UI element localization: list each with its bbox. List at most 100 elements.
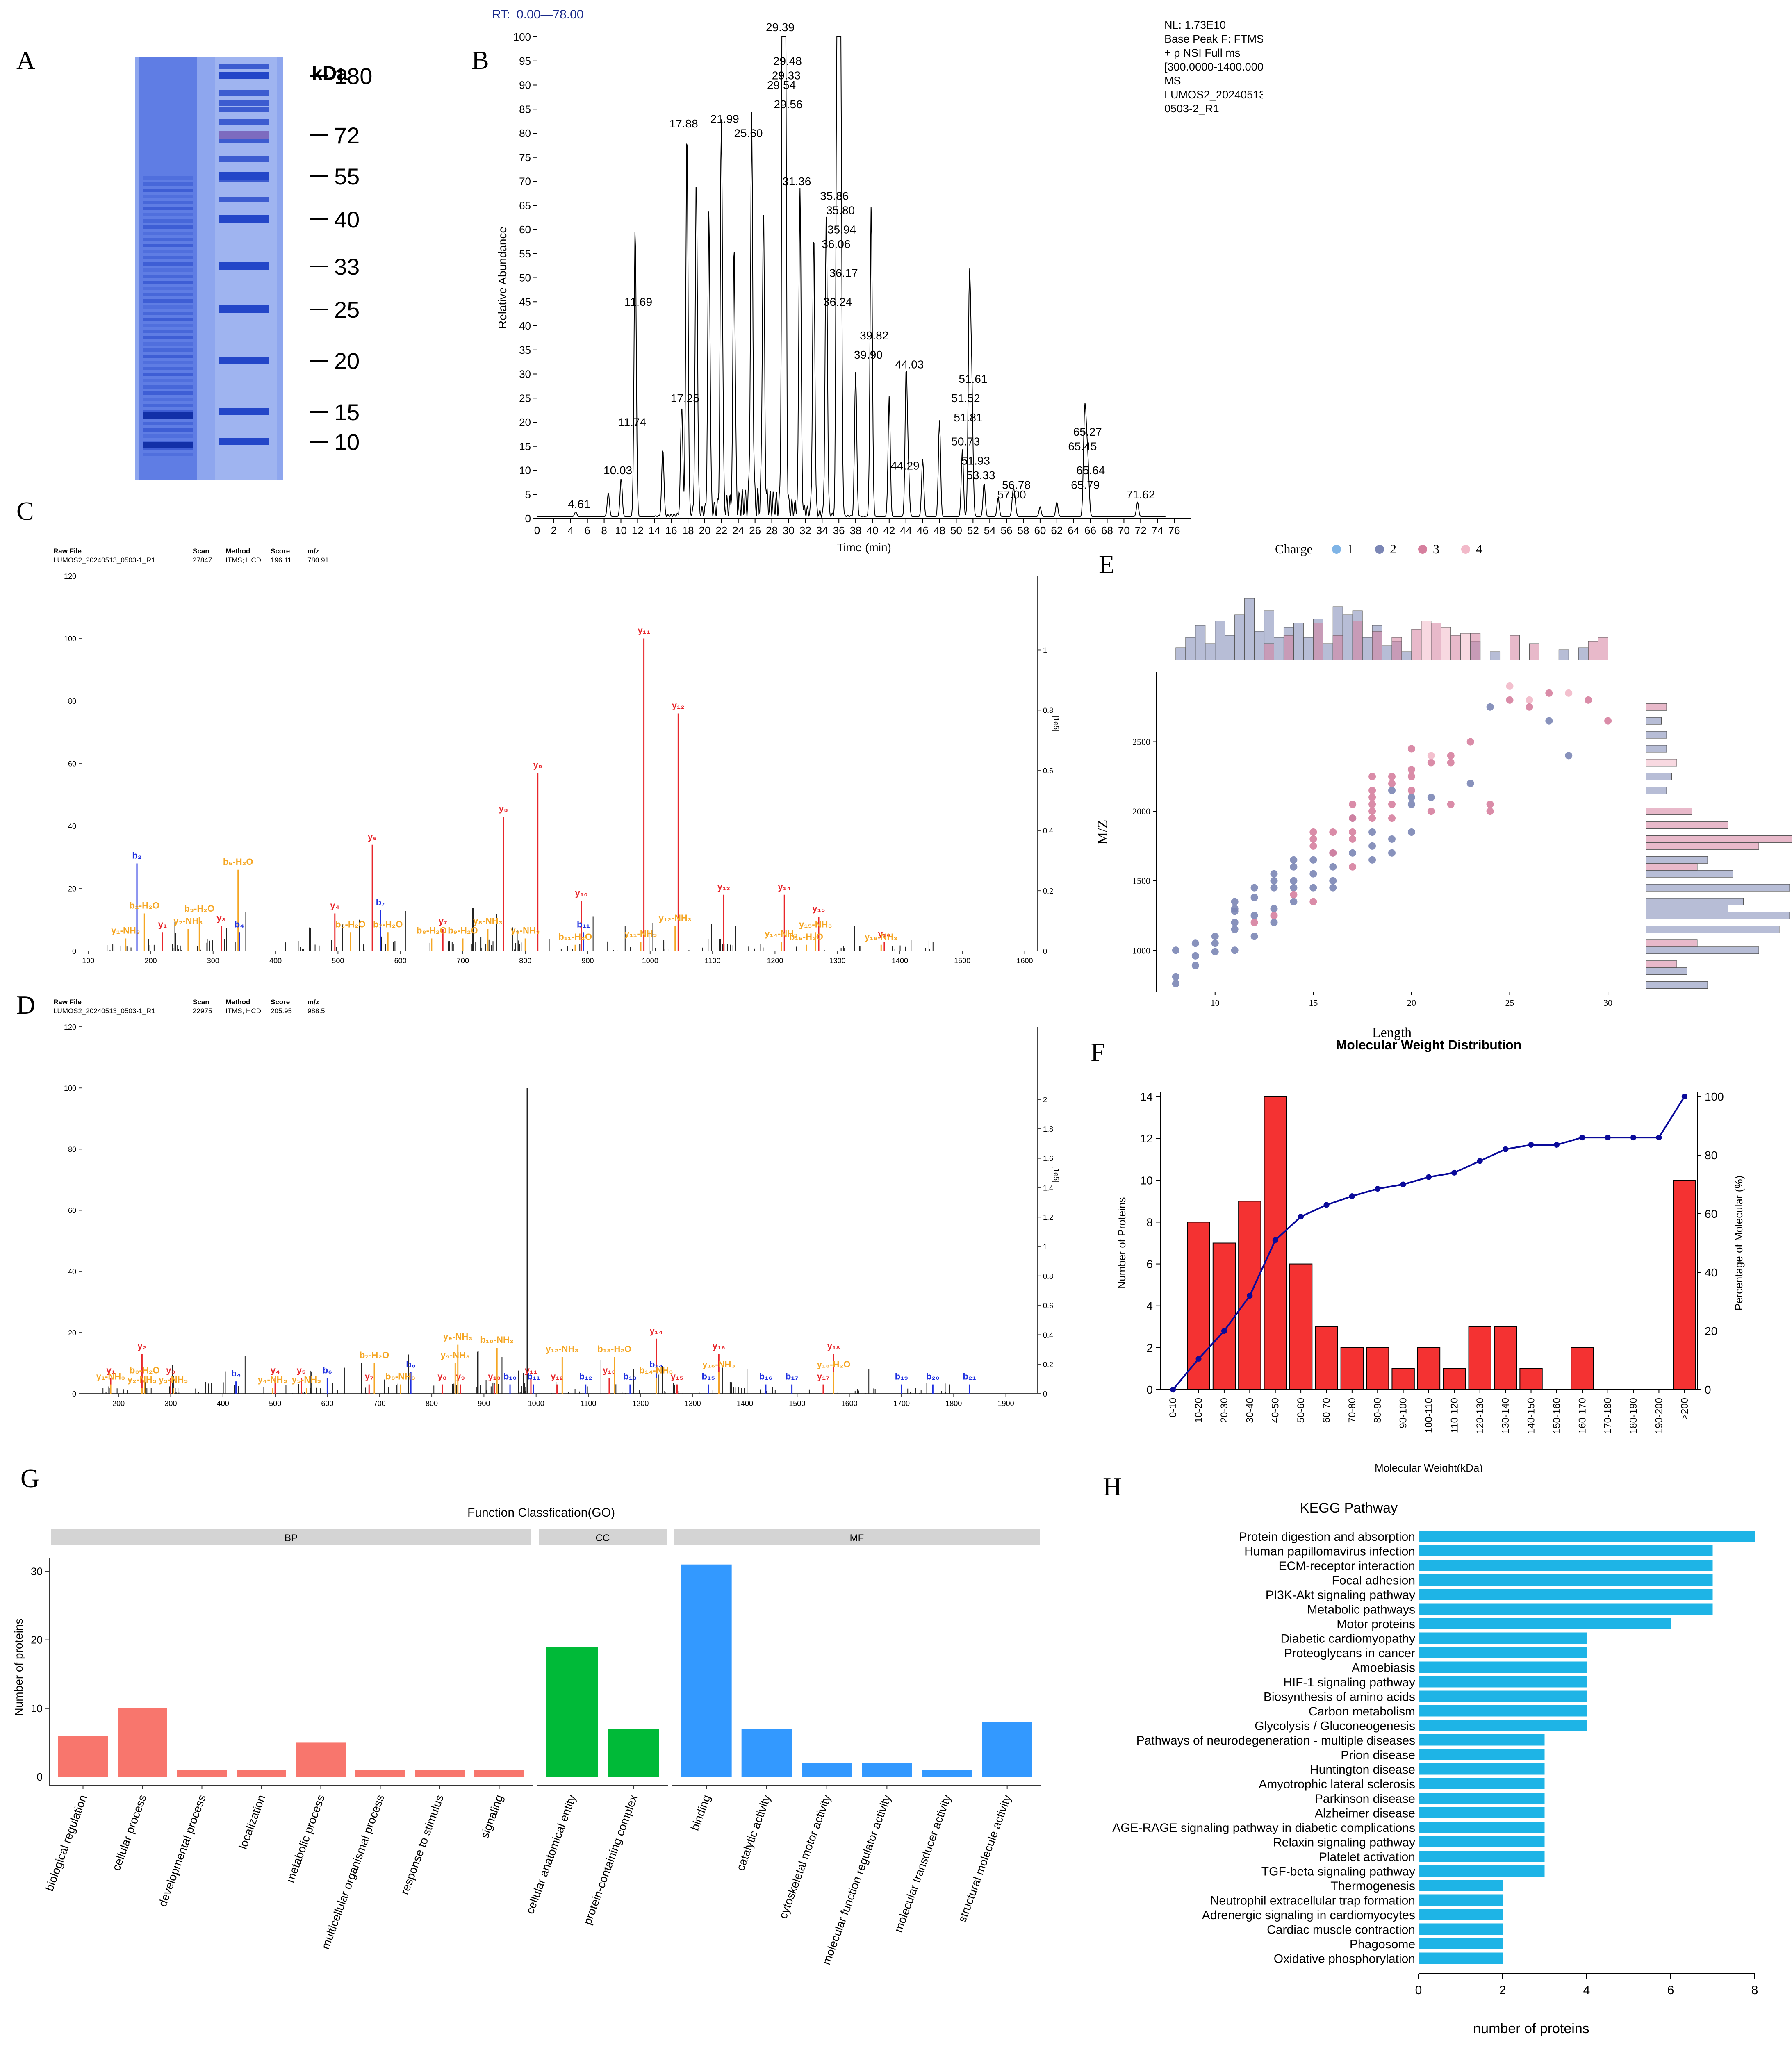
- right-hist-bar: [1646, 912, 1790, 919]
- bar: [1419, 1676, 1587, 1688]
- x-tick-label: 1000: [528, 1399, 544, 1408]
- category-label: Platelet activation: [1319, 1850, 1415, 1864]
- bar: [1419, 1938, 1503, 1949]
- bar: [1494, 1326, 1517, 1390]
- top-hist-bar: [1529, 643, 1539, 660]
- top-hist-bar: [1264, 643, 1274, 660]
- sample-band: [143, 434, 193, 438]
- peak-label: 29.39: [766, 21, 795, 34]
- top-hist-bar: [1450, 635, 1461, 660]
- right-hist-bar: [1646, 863, 1698, 871]
- x-tick-label: 6: [584, 524, 590, 537]
- peak-label: 51.93: [961, 455, 990, 467]
- y-tick-label: 0: [72, 947, 76, 955]
- bar: [1289, 1263, 1313, 1390]
- x-tick-label: 52: [967, 524, 979, 537]
- scatter-point: [1191, 952, 1199, 960]
- category-label: Thermogenesis: [1330, 1879, 1415, 1893]
- cumulative-point: [1323, 1202, 1330, 1208]
- x-tick-label: 700: [457, 957, 469, 965]
- x-tick-label: 40-50: [1270, 1398, 1281, 1423]
- scatter-point: [1270, 877, 1278, 885]
- header-value: LUMOS2_20240513_0503-1_R1: [53, 556, 155, 564]
- peak-label: 35.94: [827, 223, 856, 236]
- ion-label: y₉-NH₃: [443, 1332, 472, 1342]
- bar: [1419, 1690, 1587, 1702]
- y2-tick-label: 1: [1043, 1243, 1047, 1251]
- sample-band-15: [143, 412, 193, 419]
- scatter-point: [1388, 780, 1396, 787]
- header-value: 205.95: [271, 1007, 292, 1015]
- bar: [681, 1564, 732, 1777]
- x-tick-label: biological regulation: [43, 1793, 89, 1893]
- bar: [1419, 1560, 1713, 1571]
- cumulative-point: [1477, 1158, 1483, 1164]
- ion-label: b₂: [132, 851, 141, 861]
- x-tick-label: 1200: [767, 957, 783, 965]
- length-mz-scatter: Charge 1 2 3 4 1000 1500 2000 2500 10 15 20 25 30 Leng…: [1095, 541, 1792, 1040]
- scatter-point: [1250, 894, 1258, 901]
- x-tick-label: 50-60: [1296, 1398, 1307, 1423]
- x-tick-label: 4: [1583, 1984, 1590, 1997]
- x-tick-label: 54: [984, 524, 996, 537]
- y2-tick-label: 0.4: [1043, 827, 1053, 835]
- marker-band: [219, 262, 269, 270]
- right-hist-bar: [1646, 787, 1667, 794]
- x-tick-label: localization: [237, 1793, 268, 1851]
- x-tick-label: catalytic activity: [734, 1793, 773, 1872]
- y-tick-label: 25: [519, 392, 531, 404]
- right-hist-bar: [1646, 717, 1662, 725]
- category-label: Carbon metabolism: [1309, 1705, 1415, 1718]
- x-tick-label: 50: [950, 524, 962, 537]
- x-tick-label: 60-70: [1321, 1398, 1332, 1423]
- y2-tick-label: 1.6: [1043, 1155, 1053, 1163]
- peak-label: 39.82: [860, 329, 888, 342]
- facet-label: CC: [596, 1533, 610, 1544]
- peak-label: 31.36: [782, 175, 811, 188]
- ion-label: b₁₀-NH₃: [480, 1335, 514, 1345]
- marker-band: [219, 215, 269, 223]
- ion-label: b₄: [231, 1368, 241, 1378]
- ion-label: b₁₀: [503, 1372, 517, 1382]
- ion-label: b₃-H₂O: [130, 1365, 160, 1376]
- ion-label: b₈-NH₃: [385, 1372, 415, 1382]
- header-value: 27847: [193, 556, 212, 564]
- y2-tick-label: 0.6: [1043, 1302, 1053, 1310]
- x-tick-label: 800: [426, 1399, 438, 1408]
- scatter-point: [1309, 884, 1317, 892]
- ion-label: y₁₀: [488, 1372, 501, 1382]
- y-tick-label: 10: [31, 1702, 43, 1715]
- bar: [118, 1708, 167, 1777]
- right-hist-bar: [1646, 856, 1708, 864]
- scatter-point: [1407, 773, 1415, 780]
- scatter-point: [1231, 919, 1239, 926]
- gel-image: 180 72 55 40 33 25 20 15 10 kDa: [135, 57, 372, 480]
- category-label: PI3K-Akt signaling pathway: [1266, 1588, 1415, 1602]
- scatter-point: [1388, 849, 1396, 857]
- panel-label-f: F: [1091, 1037, 1105, 1067]
- bar: [1212, 1242, 1236, 1390]
- scatter-point: [1329, 884, 1337, 892]
- scatter-point: [1172, 946, 1179, 954]
- x-tick-label: 500: [269, 1399, 281, 1408]
- facet-label: BP: [285, 1533, 298, 1544]
- ion-label: y₉: [533, 760, 542, 770]
- scatter-point: [1290, 856, 1298, 864]
- peak-label: 57.00: [997, 488, 1026, 501]
- y-tick-label: 95: [519, 55, 531, 67]
- cumulative-point: [1375, 1186, 1381, 1192]
- ion-label: y₉-NH₃: [441, 1350, 470, 1360]
- y-tick-label: 0: [525, 512, 531, 525]
- top-hist-bar: [1225, 635, 1235, 660]
- scatter-point: [1309, 898, 1317, 905]
- peak-label: 29.48: [773, 55, 802, 67]
- x-tick-label: developmental process: [156, 1793, 209, 1908]
- chart-title: Function Classfication(GO): [467, 1506, 615, 1520]
- scatter-point: [1447, 752, 1455, 760]
- y2-tick-label: 0.8: [1043, 706, 1053, 714]
- peak-label: 29.54: [767, 79, 796, 91]
- y-tick-label: 5: [525, 488, 531, 500]
- top-hist-bar: [1401, 651, 1412, 660]
- ion-label: b₁₆: [759, 1372, 773, 1382]
- sample-band: [143, 330, 193, 333]
